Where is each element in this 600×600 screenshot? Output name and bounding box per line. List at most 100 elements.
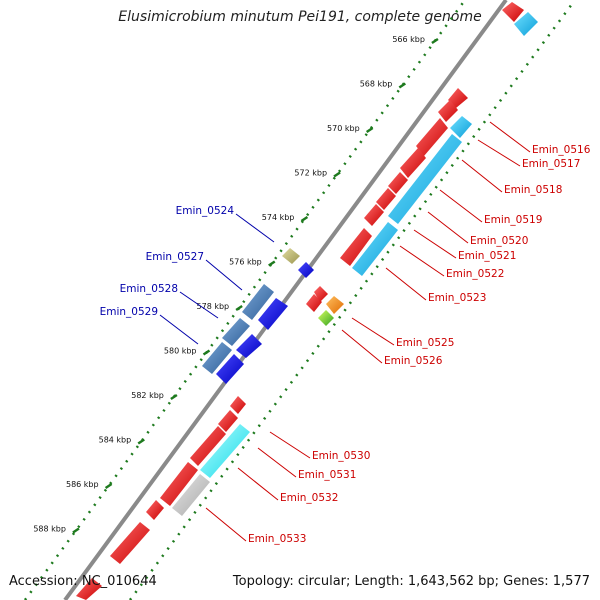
tick-label: 580 kbp — [164, 347, 197, 356]
gene-feature[interactable] — [326, 296, 344, 314]
callout-line — [257, 447, 297, 478]
callout-line — [269, 431, 311, 459]
gene-feature[interactable] — [236, 334, 262, 358]
gene-label[interactable]: Emin_0518 — [504, 184, 562, 196]
tick-mark — [398, 82, 406, 89]
gene-feature[interactable] — [298, 262, 314, 278]
gene-label[interactable]: Emin_0525 — [396, 337, 454, 349]
gene-label[interactable]: Emin_0527 — [146, 251, 204, 263]
callout-line — [477, 139, 521, 167]
gene-feature[interactable] — [258, 298, 288, 330]
tick-mark — [235, 304, 243, 312]
gene-feature[interactable] — [110, 522, 150, 564]
callout-line — [179, 291, 219, 319]
gene-feature[interactable] — [190, 426, 226, 466]
callout-line — [205, 507, 247, 542]
gene-feature[interactable] — [416, 118, 448, 156]
tick-label: 582 kbp — [131, 391, 164, 400]
gene-feature[interactable] — [216, 354, 244, 384]
genome-backbone — [63, 0, 508, 600]
gene-feature[interactable] — [172, 474, 210, 516]
tick-mark — [333, 171, 341, 178]
callout-line — [385, 267, 427, 301]
gene-feature[interactable] — [388, 134, 462, 224]
tick-mark — [431, 37, 439, 45]
accession-text: Accession: NC_010644 — [9, 574, 157, 589]
gene-feature[interactable] — [318, 310, 334, 326]
gene-feature[interactable] — [146, 500, 164, 520]
gene-feature[interactable] — [222, 318, 250, 346]
gene-feature[interactable] — [514, 12, 538, 36]
callout-line — [341, 329, 383, 364]
tick-mark — [72, 527, 80, 534]
gene-feature[interactable] — [450, 116, 472, 138]
gene-feature[interactable] — [364, 204, 384, 226]
callout-line — [351, 317, 395, 346]
inner-tick-line — [128, 0, 577, 600]
gene-label[interactable]: Emin_0522 — [446, 268, 504, 280]
tick-label: 584 kbp — [99, 436, 132, 445]
callout-line — [399, 245, 445, 277]
tick-mark — [300, 215, 309, 223]
tick-label: 570 kbp — [327, 124, 360, 133]
gene-feature[interactable] — [282, 248, 300, 264]
tick-mark — [104, 482, 113, 490]
map-title: Elusimicrobium minutum Pei191, complete … — [118, 9, 482, 25]
gene-label[interactable]: Emin_0520 — [470, 235, 528, 247]
gene-feature[interactable] — [502, 2, 524, 22]
tick-mark — [365, 126, 374, 134]
callout-line — [205, 259, 243, 291]
reverse-strand-genes — [202, 248, 314, 384]
gene-feature[interactable] — [448, 88, 468, 108]
callout-line — [235, 213, 275, 243]
gene-label[interactable]: Emin_0530 — [312, 450, 370, 462]
gene-feature[interactable] — [200, 424, 250, 478]
tick-mark — [137, 438, 145, 445]
gene-feature[interactable] — [230, 396, 246, 414]
gene-feature[interactable] — [160, 462, 198, 506]
gene-label[interactable]: Emin_0529 — [100, 306, 158, 318]
gene-feature[interactable] — [218, 410, 238, 432]
gene-callouts: Emin_0516 Emin_0517 Emin_0518 Emin_0519 Emin… — [100, 121, 591, 545]
tick-label: 568 kbp — [360, 80, 393, 89]
callout-line — [439, 189, 483, 223]
gene-label[interactable]: Emin_0528 — [120, 283, 178, 295]
gene-label[interactable]: Emin_0517 — [522, 158, 580, 170]
callout-line — [489, 121, 531, 153]
gene-feature[interactable] — [340, 228, 372, 266]
callout-line — [461, 159, 503, 193]
gene-feature[interactable] — [438, 100, 458, 122]
tick-mark — [268, 260, 276, 267]
genome-summary-text: Topology: circular; Length: 1,643,562 bp… — [232, 574, 590, 589]
callout-line — [413, 229, 457, 259]
gene-feature[interactable] — [352, 222, 398, 276]
tick-mark — [170, 393, 178, 401]
gene-label[interactable]: Emin_0523 — [428, 292, 486, 304]
forward-strand-genes — [76, 2, 538, 600]
callout-line — [237, 467, 279, 501]
gene-feature[interactable] — [202, 342, 232, 374]
gene-label[interactable]: Emin_0521 — [458, 250, 516, 262]
gene-feature[interactable] — [376, 188, 396, 210]
gene-label[interactable]: Emin_0532 — [280, 492, 338, 504]
tick-label: 576 kbp — [229, 258, 262, 267]
gene-label[interactable]: Emin_0516 — [532, 144, 591, 156]
callout-line — [159, 314, 199, 345]
gene-label[interactable]: Emin_0524 — [176, 205, 235, 217]
tick-label: 586 kbp — [66, 480, 99, 489]
gene-label[interactable]: Emin_0533 — [248, 533, 306, 545]
gene-label[interactable]: Emin_0531 — [298, 469, 356, 481]
gene-feature[interactable] — [76, 578, 102, 600]
gene-feature[interactable] — [242, 284, 274, 320]
tick-mark — [202, 349, 211, 356]
gene-feature[interactable] — [400, 148, 426, 178]
tick-label: 572 kbp — [294, 169, 327, 178]
gene-feature[interactable] — [314, 286, 328, 302]
tick-label: 574 kbp — [262, 213, 295, 222]
gene-label[interactable]: Emin_0526 — [384, 355, 443, 367]
gene-label[interactable]: Emin_0519 — [484, 214, 542, 226]
gene-feature[interactable] — [388, 172, 408, 194]
callout-line — [427, 211, 469, 244]
tick-label: 588 kbp — [33, 525, 66, 534]
